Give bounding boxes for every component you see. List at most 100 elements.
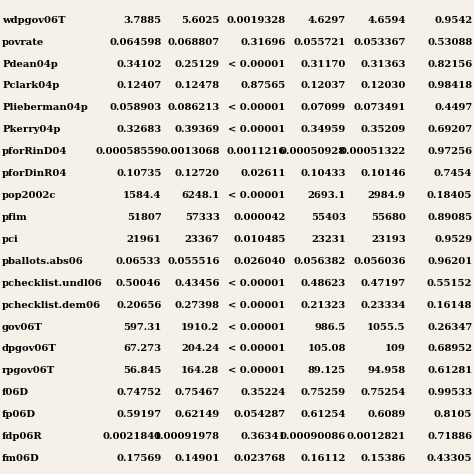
Text: 0.48623: 0.48623 (301, 279, 346, 288)
Text: 0.12037: 0.12037 (301, 82, 346, 91)
Text: 0.12407: 0.12407 (116, 82, 161, 91)
Text: povrate: povrate (2, 37, 45, 46)
Text: < 0.00001: < 0.00001 (228, 60, 286, 69)
Text: 0.47197: 0.47197 (361, 279, 406, 288)
Text: Pclark04p: Pclark04p (2, 82, 59, 91)
Text: 0.023768: 0.023768 (234, 454, 286, 463)
Text: 0.82156: 0.82156 (427, 60, 473, 69)
Text: 0.06533: 0.06533 (116, 257, 161, 266)
Text: 0.27398: 0.27398 (174, 301, 219, 310)
Text: 0.053367: 0.053367 (353, 37, 406, 46)
Text: 0.07099: 0.07099 (301, 103, 346, 112)
Text: 0.9529: 0.9529 (434, 235, 473, 244)
Text: 0.00090086: 0.00090086 (280, 432, 346, 441)
Text: 0.35224: 0.35224 (240, 388, 286, 397)
Text: 0.32683: 0.32683 (116, 125, 161, 134)
Text: 0.74752: 0.74752 (116, 388, 161, 397)
Text: 2693.1: 2693.1 (308, 191, 346, 200)
Text: 0.97256: 0.97256 (427, 147, 473, 156)
Text: 0.14901: 0.14901 (174, 454, 219, 463)
Text: < 0.00001: < 0.00001 (228, 279, 286, 288)
Text: < 0.00001: < 0.00001 (228, 191, 286, 200)
Text: 57333: 57333 (185, 213, 219, 222)
Text: 0.056036: 0.056036 (353, 257, 406, 266)
Text: 23367: 23367 (185, 235, 219, 244)
Text: 109: 109 (385, 345, 406, 354)
Text: dpgov06T: dpgov06T (2, 345, 57, 354)
Text: 0.10433: 0.10433 (300, 169, 346, 178)
Text: < 0.00001: < 0.00001 (228, 322, 286, 331)
Text: 0.12720: 0.12720 (174, 169, 219, 178)
Text: 21961: 21961 (127, 235, 161, 244)
Text: pchecklist.dem06: pchecklist.dem06 (2, 301, 101, 310)
Text: pforRinD04: pforRinD04 (2, 147, 67, 156)
Text: 0.20656: 0.20656 (116, 301, 161, 310)
Text: fm06D: fm06D (2, 454, 40, 463)
Text: 23231: 23231 (311, 235, 346, 244)
Text: 0.8105: 0.8105 (434, 410, 473, 419)
Text: 51807: 51807 (127, 213, 161, 222)
Text: 0.31363: 0.31363 (360, 60, 406, 69)
Text: 0.43305: 0.43305 (427, 454, 473, 463)
Text: 0.0012821: 0.0012821 (346, 432, 406, 441)
Text: < 0.00001: < 0.00001 (228, 301, 286, 310)
Text: 0.054287: 0.054287 (234, 410, 286, 419)
Text: 0.23334: 0.23334 (360, 301, 406, 310)
Text: 0.0013068: 0.0013068 (160, 147, 219, 156)
Text: 1910.2: 1910.2 (181, 322, 219, 331)
Text: 1055.5: 1055.5 (367, 322, 406, 331)
Text: 0.15386: 0.15386 (360, 454, 406, 463)
Text: 164.28: 164.28 (181, 366, 219, 375)
Text: 55680: 55680 (371, 213, 406, 222)
Text: 0.75259: 0.75259 (301, 388, 346, 397)
Text: 67.273: 67.273 (123, 345, 161, 354)
Text: 0.00051322: 0.00051322 (339, 147, 406, 156)
Text: 4.6594: 4.6594 (367, 16, 406, 25)
Text: 0.00058559: 0.00058559 (95, 147, 161, 156)
Text: 0.35209: 0.35209 (360, 125, 406, 134)
Text: 204.24: 204.24 (181, 345, 219, 354)
Text: 0.7454: 0.7454 (434, 169, 473, 178)
Text: 0.026040: 0.026040 (233, 257, 286, 266)
Text: 0.31696: 0.31696 (240, 37, 286, 46)
Text: 94.958: 94.958 (368, 366, 406, 375)
Text: 0.75254: 0.75254 (360, 388, 406, 397)
Text: pchecklist.undl06: pchecklist.undl06 (2, 279, 103, 288)
Text: 0.18405: 0.18405 (427, 191, 473, 200)
Text: 0.0011216: 0.0011216 (226, 147, 286, 156)
Text: 0.010485: 0.010485 (233, 235, 286, 244)
Text: 105.08: 105.08 (307, 345, 346, 354)
Text: Pkerry04p: Pkerry04p (2, 125, 61, 134)
Text: 0.59197: 0.59197 (116, 410, 161, 419)
Text: 0.98418: 0.98418 (427, 82, 473, 91)
Text: < 0.00001: < 0.00001 (228, 103, 286, 112)
Text: < 0.00001: < 0.00001 (228, 345, 286, 354)
Text: wdpgov06T: wdpgov06T (2, 16, 65, 25)
Text: 0.89085: 0.89085 (427, 213, 473, 222)
Text: 0.055721: 0.055721 (293, 37, 346, 46)
Text: 3.7885: 3.7885 (123, 16, 161, 25)
Text: 0.10146: 0.10146 (360, 169, 406, 178)
Text: 0.62149: 0.62149 (174, 410, 219, 419)
Text: 0.34102: 0.34102 (116, 60, 161, 69)
Text: 0.12478: 0.12478 (174, 82, 219, 91)
Text: 0.25129: 0.25129 (174, 60, 219, 69)
Text: f06D: f06D (2, 388, 29, 397)
Text: pci: pci (2, 235, 19, 244)
Text: 0.99533: 0.99533 (427, 388, 473, 397)
Text: 0.61281: 0.61281 (427, 366, 473, 375)
Text: 0.21323: 0.21323 (301, 301, 346, 310)
Text: 0.75467: 0.75467 (174, 388, 219, 397)
Text: 0.50046: 0.50046 (116, 279, 161, 288)
Text: 0.31170: 0.31170 (301, 60, 346, 69)
Text: 0.26347: 0.26347 (427, 322, 473, 331)
Text: 56.845: 56.845 (123, 366, 161, 375)
Text: pballots.abs06: pballots.abs06 (2, 257, 84, 266)
Text: 0.4497: 0.4497 (434, 103, 473, 112)
Text: 0.02611: 0.02611 (240, 169, 286, 178)
Text: 0.6089: 0.6089 (367, 410, 406, 419)
Text: 0.34959: 0.34959 (301, 125, 346, 134)
Text: 89.125: 89.125 (308, 366, 346, 375)
Text: 0.0019328: 0.0019328 (227, 16, 286, 25)
Text: 0.068807: 0.068807 (167, 37, 219, 46)
